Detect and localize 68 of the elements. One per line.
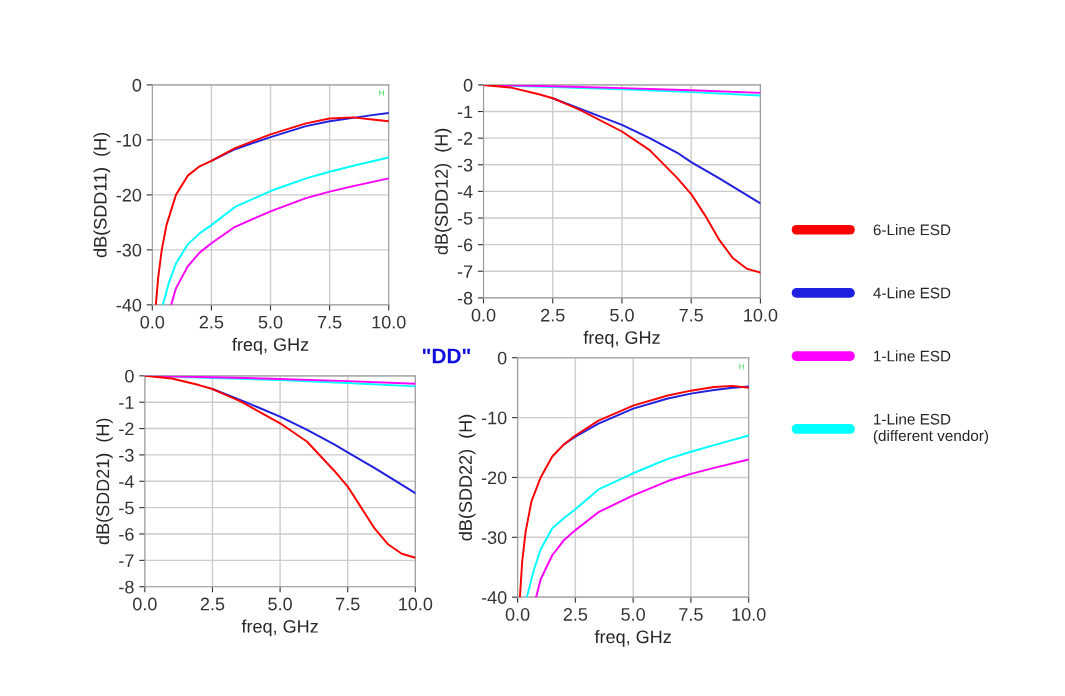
y-axis-title: dB(SDD11) (H) [93,132,111,258]
y-tick-label: -8 [457,291,473,305]
y-tick-label: -1 [457,105,473,119]
y-tick-label: -3 [119,448,134,462]
annotation: H [379,90,384,96]
y-tick-label: -6 [457,238,473,252]
line-series [161,156,389,305]
x-tick-label: 10.0 [732,608,766,621]
y-axis-title: dB(SDD12) (H) [434,128,452,255]
line-series [562,385,749,446]
x-axis-title: freq, GHz [241,619,318,637]
y-tick-label: -2 [119,422,134,436]
y-tick-label: -40 [116,298,142,312]
y-tick-label: -10 [116,133,142,147]
line-series [525,434,749,598]
x-tick-label: 2.5 [199,315,224,329]
y-tick-label: -30 [116,243,142,257]
y-tick-label: -5 [457,212,473,225]
y-tick-label: -40 [481,591,507,604]
x-tick-label: 0.0 [505,608,530,621]
x-tick-label: 2.5 [541,308,565,322]
x-tick-label: 5.0 [268,597,292,611]
legend-label: 6-Line ESD [873,224,951,236]
y-tick-label: -20 [481,471,507,485]
y-tick-label: 0 [497,351,507,365]
x-tick-label: 10.0 [744,308,778,322]
y-tick-label: 0 [463,78,473,92]
x-tick-label: 7.5 [336,597,360,611]
y-tick-label: 0 [132,78,142,92]
y-tick-label: 0 [125,369,134,383]
y-tick-label: -7 [457,265,473,278]
y-tick-label: -4 [119,475,134,488]
y-axis-title: dB(SDD21) (H) [95,418,113,545]
legend-label: 1-Line ESD (different vendor) [873,413,989,445]
y-tick-label: -3 [457,158,473,172]
text: "DD" [422,348,470,364]
x-axis-title: freq, GHz [232,337,309,355]
x-tick-label: 10.0 [372,315,406,329]
x-axis-title: freq, GHz [583,330,660,348]
x-tick-label: 7.5 [679,608,703,621]
x-tick-label: 0.0 [471,308,496,322]
legend-label: 1-Line ESD [874,350,951,362]
y-tick-label: -4 [457,185,473,198]
x-tick-label: 0.0 [140,315,165,329]
x-tick-label: 5.0 [621,608,645,621]
legend-label: 4-Line ESD [873,287,951,299]
y-tick-label: -10 [481,411,507,425]
x-tick-label: 7.5 [679,308,703,322]
x-tick-label: 5.0 [610,308,634,322]
y-tick-label: -7 [119,554,134,567]
x-axis-title: freq, GHz [594,629,671,647]
line-series [535,458,749,598]
x-tick-label: 10.0 [399,597,433,611]
x-tick-label: 2.5 [200,597,225,611]
y-tick-label: -1 [119,396,134,409]
x-tick-label: 0.0 [133,597,157,611]
y-tick-label: -5 [119,501,134,515]
y-tick-label: -6 [119,527,134,541]
x-tick-label: 2.5 [563,608,588,621]
y-tick-label: -30 [481,531,507,545]
y-tick-label: -20 [116,188,142,202]
annotation: H [739,363,745,370]
x-tick-label: 5.0 [258,315,283,329]
line-series [170,177,389,305]
y-tick-label: -8 [119,580,134,594]
y-tick-label: -2 [457,132,473,145]
y-axis-title: dB(SDD22) (H) [458,414,476,541]
x-tick-label: 7.5 [317,315,342,329]
